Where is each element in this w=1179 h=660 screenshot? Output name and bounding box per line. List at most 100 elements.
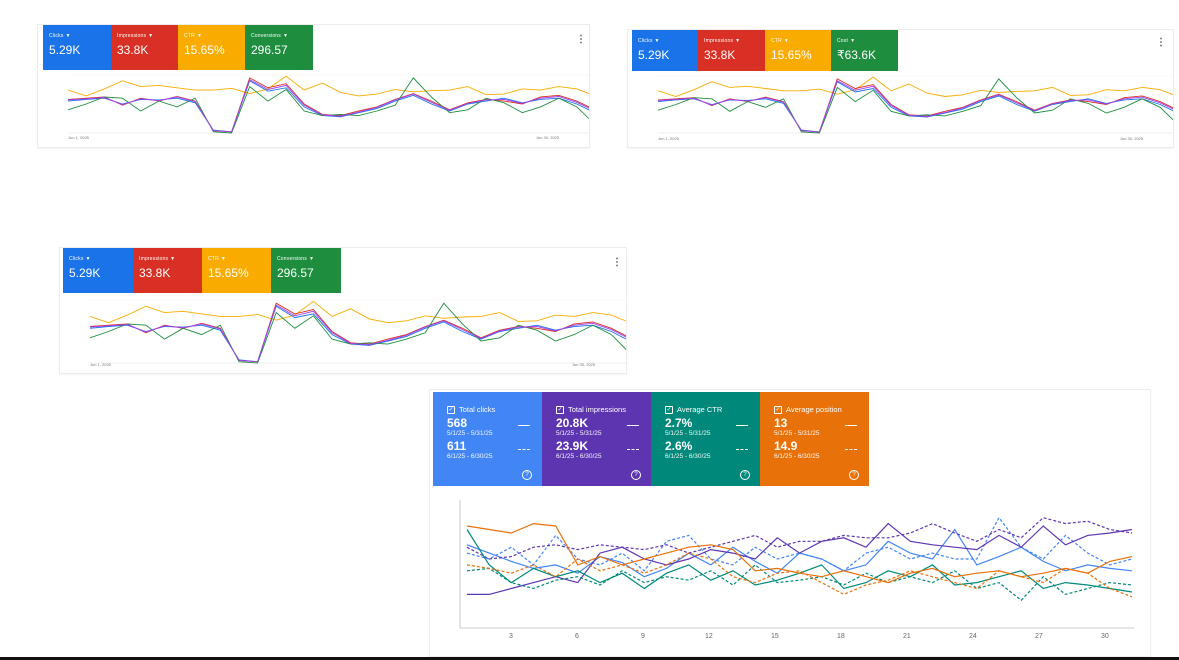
metric-value: 296.57 <box>277 266 314 280</box>
start-date-label: Jun 1, 2025 <box>658 136 679 141</box>
previous-period-line <box>466 517 1133 560</box>
caret-down-icon: ▼ <box>170 256 176 262</box>
caret-down-icon: ▼ <box>654 38 660 44</box>
caret-down-icon: ▼ <box>148 33 154 39</box>
metric-value: 33.8K <box>117 43 149 57</box>
clicks-tile[interactable]: Clicks ▼ 5.29K <box>63 248 133 293</box>
x-tick-label: 21 <box>903 633 911 640</box>
total-clicks-tile[interactable]: ✓ Total clicks 568 5/1/25 - 5/31/25 611 6… <box>433 392 542 486</box>
current-value: 13 <box>774 416 788 430</box>
previous-value: 611 <box>447 439 467 453</box>
caret-down-icon: ▼ <box>65 33 71 39</box>
conversions-tile[interactable]: Conversions ▼ 296.57 <box>245 25 313 70</box>
more-options-icon[interactable]: ⋮ <box>612 257 622 268</box>
dashed-line-legend-icon <box>518 449 530 450</box>
metric-label: Impressions <box>117 33 147 39</box>
metric-value: 15.65% <box>208 266 249 280</box>
ctr-tile[interactable]: CTR ▼ 15.65% <box>202 248 271 293</box>
metric-value: 15.65% <box>771 48 812 62</box>
impressions-tile[interactable]: Impressions ▼ 33.8K <box>698 30 765 71</box>
caret-down-icon: ▼ <box>850 38 856 44</box>
start-date-label: Jun 1, 2025 <box>68 135 89 140</box>
average-ctr-tile[interactable]: ✓ Average CTR 2.7% 5/1/25 - 5/31/25 2.6% … <box>651 392 760 486</box>
previous-range: 6/1/25 - 6/30/25 <box>556 453 602 460</box>
caret-down-icon: ▼ <box>220 256 227 262</box>
clicks-tile[interactable]: Clicks ▼ 5.29K <box>43 25 111 70</box>
search-console-performance-card: ✓ Total clicks 568 5/1/25 - 5/31/25 611 6… <box>430 390 1150 656</box>
impressions-tile[interactable]: Impressions ▼ 33.8K <box>111 25 178 70</box>
ctr-tile[interactable]: CTR ▼ 15.65% <box>178 25 245 70</box>
average-position-tile[interactable]: ✓ Average position 13 5/1/25 - 5/31/25 14… <box>760 392 869 486</box>
series-line <box>67 77 589 134</box>
total-impressions-tile[interactable]: ✓ Total impressions 20.8K 5/1/25 - 5/31/2… <box>542 392 651 486</box>
current-value: 20.8K <box>556 416 589 430</box>
ads-line-chart <box>89 299 626 364</box>
checkbox-icon[interactable]: ✓ <box>556 405 564 414</box>
tile-title: Total impressions <box>568 405 626 414</box>
x-tick-label: 24 <box>969 633 977 640</box>
caret-down-icon: ▼ <box>735 38 741 44</box>
previous-period-line <box>466 552 1133 598</box>
x-tick-label: 30 <box>1101 633 1109 640</box>
checkbox-icon[interactable]: ✓ <box>665 405 673 414</box>
previous-value: 2.6% <box>665 439 693 453</box>
ads-overview-card-3: Clicks ▼ 5.29K Impressions ▼ 33.8K CTR ▼ 15… <box>60 248 626 373</box>
series-line <box>657 81 1173 133</box>
clicks-tile[interactable]: Clicks ▼ 5.29K <box>632 30 698 71</box>
current-range: 5/1/25 - 5/31/25 <box>447 430 493 437</box>
tile-title: Average position <box>786 405 842 414</box>
impressions-tile[interactable]: Impressions ▼ 33.8K <box>133 248 202 293</box>
dashed-line-legend-icon <box>845 449 857 450</box>
help-icon[interactable]: ? <box>522 470 532 480</box>
search-console-line-chart <box>459 500 1134 629</box>
metric-label: Impressions <box>704 38 734 44</box>
x-tick-label: 15 <box>771 633 779 640</box>
series-line <box>89 300 626 324</box>
solid-line-legend-icon <box>736 425 748 426</box>
x-tick-label: 3 <box>509 633 513 640</box>
series-line <box>89 304 626 363</box>
x-tick-label: 12 <box>705 633 713 640</box>
series-line <box>657 76 1173 97</box>
caret-down-icon: ▼ <box>85 256 91 262</box>
x-tick-label: 27 <box>1035 633 1043 640</box>
x-tick-label: 6 <box>575 633 579 640</box>
metric-label: CTR <box>771 38 782 44</box>
series-line <box>89 302 626 364</box>
caret-down-icon: ▼ <box>196 33 203 39</box>
metric-value: 5.29K <box>69 266 101 280</box>
current-value: 568 <box>447 416 468 430</box>
series-line <box>657 78 1173 134</box>
end-date-label: Jun 30, 2025 <box>536 135 560 140</box>
metric-value: ₹63.6K <box>837 48 876 62</box>
ads-overview-card-1: Clicks ▼ 5.29K Impressions ▼ 33.8K CTR ▼ 15… <box>38 25 589 147</box>
checkbox-icon[interactable]: ✓ <box>447 405 455 414</box>
previous-value: 23.9K <box>556 439 589 453</box>
solid-line-legend-icon <box>518 425 530 426</box>
metric-label: Conversions <box>277 256 307 262</box>
metric-label: Clicks <box>69 256 84 262</box>
conversions-tile[interactable]: Conversions ▼ 296.57 <box>271 248 341 293</box>
previous-range: 6/1/25 - 6/30/25 <box>774 453 820 460</box>
tile-title: Total clicks <box>459 405 496 414</box>
current-period-line <box>467 522 1133 596</box>
help-icon[interactable]: ? <box>740 470 750 480</box>
checkbox-icon[interactable]: ✓ <box>774 405 782 414</box>
help-icon[interactable]: ? <box>631 470 641 480</box>
current-range: 5/1/25 - 5/31/25 <box>665 430 711 437</box>
solid-line-legend-icon <box>845 425 857 426</box>
help-icon[interactable]: ? <box>849 470 859 480</box>
more-options-icon[interactable]: ⋮ <box>1156 37 1166 48</box>
series-line <box>657 79 1173 133</box>
cost-tile[interactable]: Cost ▼ ₹63.6K <box>831 30 898 71</box>
metric-value: 296.57 <box>251 43 288 57</box>
ads-overview-card-2: Clicks ▼ 5.29K Impressions ▼ 33.8K CTR ▼ 15… <box>628 30 1173 147</box>
series-line <box>67 78 589 133</box>
metric-value: 33.8K <box>139 266 171 280</box>
series-line <box>67 75 589 97</box>
metric-label: CTR <box>208 256 219 262</box>
more-options-icon[interactable]: ⋮ <box>576 34 586 45</box>
ctr-tile[interactable]: CTR ▼ 15.65% <box>765 30 831 71</box>
previous-value: 14.9 <box>774 439 798 453</box>
x-tick-label: 18 <box>837 633 845 640</box>
